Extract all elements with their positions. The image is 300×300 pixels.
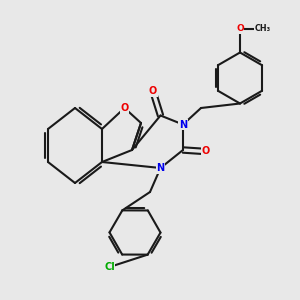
Text: CH₃: CH₃ xyxy=(254,24,271,33)
Text: O: O xyxy=(149,86,157,97)
Text: Cl: Cl xyxy=(104,262,115,272)
Text: O: O xyxy=(236,24,244,33)
Text: N: N xyxy=(156,163,165,173)
Text: N: N xyxy=(179,119,187,130)
Text: O: O xyxy=(120,103,129,113)
Text: O: O xyxy=(201,146,210,157)
